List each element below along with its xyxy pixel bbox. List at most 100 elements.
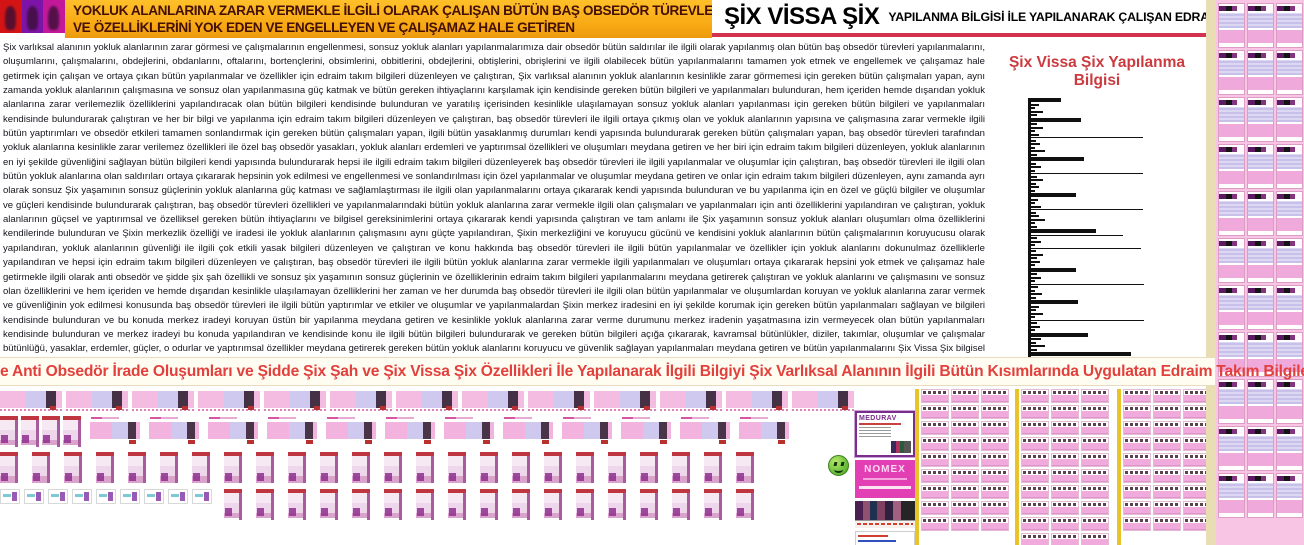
- magazine-cover-thumbnail[interactable]: [192, 452, 210, 483]
- wide-banner-thumbnail[interactable]: [396, 391, 458, 411]
- document-page-thumbnail[interactable]: [1247, 426, 1274, 471]
- magazine-cover-thumbnail[interactable]: [224, 452, 242, 483]
- small-card-thumbnail[interactable]: [981, 517, 1009, 531]
- tiny-ad-thumbnail[interactable]: [0, 489, 20, 504]
- magazine-cover-thumbnail[interactable]: [512, 489, 530, 520]
- small-card-thumbnail[interactable]: [1183, 453, 1206, 467]
- document-page-thumbnail[interactable]: [1218, 332, 1245, 377]
- small-card-thumbnail[interactable]: [981, 437, 1009, 451]
- small-card-thumbnail[interactable]: [1081, 405, 1109, 419]
- document-page-thumbnail[interactable]: [1247, 238, 1274, 283]
- pop-art-figures-icon[interactable]: [0, 0, 66, 33]
- wide-banner-thumbnail[interactable]: [149, 416, 199, 444]
- document-page-thumbnail[interactable]: [1276, 473, 1303, 518]
- magazine-cover-thumbnail[interactable]: [544, 452, 562, 483]
- document-page-thumbnail[interactable]: [1247, 97, 1274, 142]
- wide-banner-thumbnail[interactable]: [660, 391, 722, 411]
- document-page-thumbnail[interactable]: [1276, 144, 1303, 189]
- small-card-thumbnail[interactable]: [1183, 405, 1206, 419]
- small-card-thumbnail[interactable]: [1081, 389, 1109, 403]
- small-card-thumbnail[interactable]: [1123, 453, 1151, 467]
- small-card-thumbnail[interactable]: [981, 469, 1009, 483]
- document-page-thumbnail[interactable]: [1247, 191, 1274, 236]
- wide-banner-thumbnail[interactable]: [726, 391, 788, 411]
- magazine-cover-thumbnail[interactable]: [480, 452, 498, 483]
- small-card-thumbnail[interactable]: [1183, 421, 1206, 435]
- small-card-thumbnail[interactable]: [1021, 389, 1049, 403]
- tiny-ad-thumbnail[interactable]: [192, 489, 212, 504]
- small-card-thumbnail[interactable]: [1021, 485, 1049, 499]
- small-card-thumbnail[interactable]: [1021, 517, 1049, 531]
- wide-banner-thumbnail[interactable]: [330, 391, 392, 411]
- small-card-thumbnail[interactable]: [1153, 469, 1181, 483]
- small-card-thumbnail[interactable]: [1051, 405, 1079, 419]
- document-page-thumbnail[interactable]: [1218, 50, 1245, 95]
- small-card-thumbnail[interactable]: [1051, 517, 1079, 531]
- small-card-thumbnail[interactable]: [981, 421, 1009, 435]
- small-card-thumbnail[interactable]: [1183, 469, 1206, 483]
- small-card-thumbnail[interactable]: [1153, 437, 1181, 451]
- magazine-cover-thumbnail[interactable]: [0, 452, 18, 483]
- wide-banner-thumbnail[interactable]: [444, 416, 494, 444]
- magazine-cover-thumbnail[interactable]: [384, 489, 402, 520]
- magazine-cover-thumbnail[interactable]: [608, 452, 626, 483]
- magazine-cover-thumbnail[interactable]: [416, 489, 434, 520]
- small-card-thumbnail[interactable]: [1183, 485, 1206, 499]
- small-card-thumbnail[interactable]: [921, 421, 949, 435]
- magazine-cover-thumbnail[interactable]: [96, 452, 114, 483]
- wide-banner-thumbnail[interactable]: [621, 416, 671, 444]
- small-card-thumbnail[interactable]: [1153, 405, 1181, 419]
- magazine-cover-thumbnail[interactable]: [32, 452, 50, 483]
- magazine-cover-thumbnail[interactable]: [480, 489, 498, 520]
- small-card-thumbnail[interactable]: [1123, 485, 1151, 499]
- nomex-ad[interactable]: NOMEX: [855, 460, 915, 498]
- tiny-ad-thumbnail[interactable]: [72, 489, 92, 504]
- magazine-cover-thumbnail[interactable]: [128, 452, 146, 483]
- small-text-ad[interactable]: [855, 531, 915, 545]
- small-card-thumbnail[interactable]: [1051, 421, 1079, 435]
- magazine-cover-thumbnail[interactable]: [288, 452, 306, 483]
- small-card-thumbnail[interactable]: [1123, 517, 1151, 531]
- magazine-cover-thumbnail[interactable]: [608, 489, 626, 520]
- medurav-ad[interactable]: MEDURAV: [854, 410, 916, 458]
- small-card-thumbnail[interactable]: [981, 485, 1009, 499]
- magazine-cover-thumbnail[interactable]: [256, 452, 274, 483]
- small-card-thumbnail[interactable]: [1123, 469, 1151, 483]
- small-card-thumbnail[interactable]: [1183, 437, 1206, 451]
- magazine-cover-thumbnail[interactable]: [224, 489, 242, 520]
- small-card-thumbnail[interactable]: [1051, 533, 1079, 545]
- magazine-cover-thumbnail[interactable]: [64, 452, 82, 483]
- magazine-cover-thumbnail[interactable]: [448, 452, 466, 483]
- magazine-cover-thumbnail[interactable]: [416, 452, 434, 483]
- small-card-thumbnail[interactable]: [1123, 389, 1151, 403]
- small-card-thumbnail[interactable]: [921, 485, 949, 499]
- document-page-thumbnail[interactable]: [1218, 473, 1245, 518]
- tiny-ad-thumbnail[interactable]: [96, 489, 116, 504]
- small-card-thumbnail[interactable]: [1021, 469, 1049, 483]
- magazine-cover-thumbnail[interactable]: [576, 452, 594, 483]
- wide-banner-thumbnail[interactable]: [326, 416, 376, 444]
- wide-banner-thumbnail[interactable]: [90, 416, 140, 444]
- small-card-thumbnail[interactable]: [1051, 389, 1079, 403]
- magazine-cover-thumbnail[interactable]: [320, 452, 338, 483]
- wide-banner-thumbnail[interactable]: [198, 391, 260, 411]
- magazine-cover-thumbnail[interactable]: [21, 416, 39, 447]
- document-page-thumbnail[interactable]: [1276, 379, 1303, 424]
- document-page-thumbnail[interactable]: [1247, 144, 1274, 189]
- magazine-cover-thumbnail[interactable]: [640, 489, 658, 520]
- small-card-thumbnail[interactable]: [1081, 501, 1109, 515]
- small-card-thumbnail[interactable]: [981, 501, 1009, 515]
- magazine-cover-thumbnail[interactable]: [63, 416, 81, 447]
- document-page-thumbnail[interactable]: [1247, 332, 1274, 377]
- magazine-cover-thumbnail[interactable]: [736, 452, 754, 483]
- small-card-thumbnail[interactable]: [1123, 501, 1151, 515]
- small-card-thumbnail[interactable]: [921, 437, 949, 451]
- document-page-thumbnail[interactable]: [1247, 379, 1274, 424]
- small-card-thumbnail[interactable]: [1021, 405, 1049, 419]
- wide-banner-thumbnail[interactable]: [264, 391, 326, 411]
- document-page-thumbnail[interactable]: [1218, 144, 1245, 189]
- document-page-thumbnail[interactable]: [1247, 285, 1274, 330]
- small-card-thumbnail[interactable]: [1123, 437, 1151, 451]
- magazine-cover-thumbnail[interactable]: [288, 489, 306, 520]
- small-card-thumbnail[interactable]: [1051, 453, 1079, 467]
